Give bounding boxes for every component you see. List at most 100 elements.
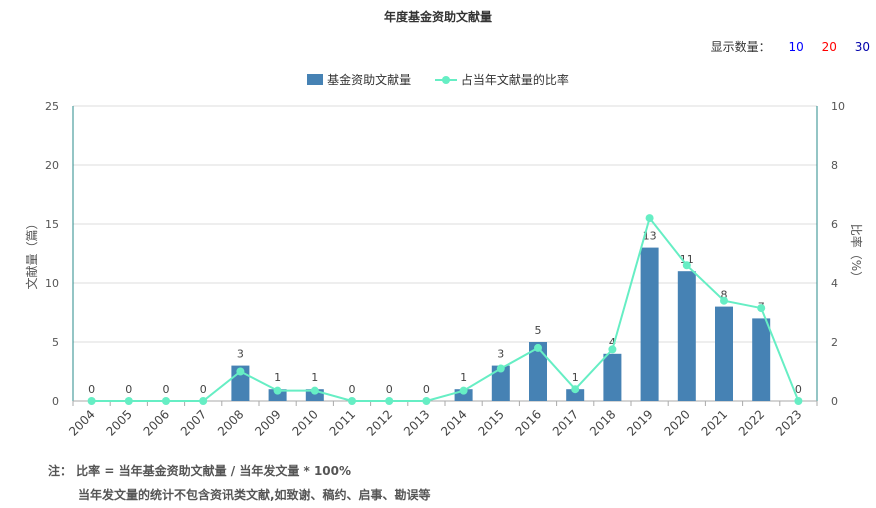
- ratio-point: [162, 397, 170, 405]
- x-tick-label: 2017: [550, 407, 581, 438]
- display-count-20[interactable]: 20: [821, 40, 837, 54]
- x-tick-label: 2022: [736, 407, 767, 438]
- x-tick-label: 2010: [289, 407, 320, 438]
- y2-tick-label: 4: [831, 277, 838, 290]
- bar: [603, 353, 622, 401]
- display-count-30[interactable]: 30: [854, 40, 870, 54]
- bar-value-label: 0: [349, 383, 356, 396]
- x-tick-label: 2011: [327, 407, 358, 438]
- bar-value-label: 3: [497, 348, 504, 361]
- bar-value-label: 0: [795, 383, 802, 396]
- x-tick-label: 2006: [141, 407, 172, 438]
- x-tick-label: 2021: [699, 407, 730, 438]
- y2-tick-label: 10: [831, 100, 845, 113]
- legend-item-line[interactable]: 占当年文献量的比率: [434, 71, 569, 88]
- x-tick-label: 2012: [364, 407, 395, 438]
- x-tick-label: 2015: [475, 407, 506, 438]
- bar: [752, 318, 771, 401]
- y2-tick-label: 2: [831, 336, 838, 349]
- ratio-point: [310, 386, 319, 395]
- ratio-point: [645, 214, 654, 223]
- y-tick-label: 5: [52, 336, 59, 349]
- bar-value-label: 0: [386, 383, 393, 396]
- ratio-point: [124, 397, 133, 405]
- bar-value-label: 8: [721, 289, 728, 302]
- legend-line-swatch: [434, 74, 457, 85]
- legend-bar-label: 基金资助文献量: [327, 73, 412, 87]
- bar: [268, 389, 287, 401]
- ratio-point: [459, 386, 468, 395]
- x-tick-label: 2013: [401, 407, 432, 438]
- bar: [529, 342, 547, 401]
- note-exclusion: 当年发文量的统计不包含资讯类文献,如致谢、稿约、启事、勘误等: [78, 488, 431, 502]
- bar-value-label: 5: [535, 324, 542, 337]
- bar-value-label: 1: [460, 371, 467, 384]
- ratio-point: [794, 397, 803, 405]
- bar-value-label: 0: [163, 383, 170, 396]
- y-tick-label: 10: [45, 277, 59, 290]
- bar: [677, 271, 696, 401]
- x-tick-label: 2016: [513, 407, 544, 438]
- ratio-point: [608, 345, 617, 354]
- ratio-point: [534, 343, 542, 352]
- bar-value-label: 3: [237, 348, 244, 361]
- bar-value-label: 0: [88, 383, 95, 396]
- y-tick-label: 15: [45, 218, 59, 231]
- x-tick-label: 2008: [215, 407, 246, 438]
- bar-value-label: 11: [680, 253, 694, 266]
- bar-value-label: 1: [572, 371, 579, 384]
- bar: [491, 365, 510, 401]
- ratio-point: [422, 397, 431, 405]
- ratio-point: [199, 397, 208, 405]
- x-tick-label: 2019: [624, 407, 655, 438]
- legend-bar-swatch: [307, 74, 324, 85]
- legend-item-bar[interactable]: 基金资助文献量: [307, 71, 411, 88]
- bar-value-label: 1: [274, 371, 281, 384]
- ratio-point: [273, 386, 282, 395]
- y2-tick-label: 8: [831, 159, 838, 172]
- x-tick-label: 2007: [178, 407, 209, 438]
- y2-tick-label: 6: [831, 218, 838, 231]
- x-tick-label: 2004: [66, 407, 97, 438]
- bar-value-label: 4: [609, 336, 616, 349]
- y2-tick-label: 0: [831, 395, 838, 408]
- x-tick-label: 2005: [103, 407, 134, 438]
- ratio-point: [682, 261, 691, 270]
- y-tick-label: 20: [45, 159, 59, 172]
- x-tick-label: 2014: [438, 407, 469, 438]
- bar: [566, 389, 585, 401]
- ratio-point: [87, 397, 96, 405]
- x-tick-label: 2018: [587, 407, 618, 438]
- ratio-point: [496, 364, 505, 373]
- x-tick-label: 2020: [661, 407, 692, 438]
- note-ratio-definition: 注： 比率 = 当年基金资助文献量 / 当年发文量 * 100%: [48, 464, 352, 478]
- bar: [640, 247, 659, 401]
- chart-legend: 基金资助文献量 占当年文献量的比率: [0, 71, 876, 88]
- bar-value-label: 1: [311, 371, 318, 384]
- y-tick-label: 25: [45, 100, 59, 113]
- y2-axis-title: 比率（%）: [849, 224, 864, 283]
- ratio-point: [720, 296, 728, 305]
- bar-value-label: 0: [423, 383, 430, 396]
- ratio-point: [236, 367, 245, 376]
- bar-value-label: 0: [200, 383, 207, 396]
- x-tick-label: 2009: [252, 407, 283, 438]
- bar: [305, 389, 324, 401]
- bar: [454, 389, 473, 401]
- display-count-control: 显示数量： 10 20 30: [711, 38, 870, 55]
- y-axis-title: 文献量（篇）: [24, 217, 39, 289]
- x-tick-label: 2023: [773, 407, 804, 438]
- display-count-10[interactable]: 10: [788, 40, 804, 54]
- ratio-point: [385, 397, 394, 405]
- y-tick-label: 0: [52, 395, 59, 408]
- ratio-line: [91, 215, 800, 402]
- ratio-point: [348, 397, 356, 405]
- bar-value-label: 0: [125, 383, 132, 396]
- chart-title: 年度基金资助文献量: [383, 10, 492, 24]
- display-count-label: 显示数量：: [710, 40, 771, 54]
- ratio-point: [571, 385, 580, 394]
- bar: [715, 306, 733, 401]
- legend-line-label: 占当年文献量的比率: [460, 73, 569, 87]
- ratio-point: [757, 304, 766, 313]
